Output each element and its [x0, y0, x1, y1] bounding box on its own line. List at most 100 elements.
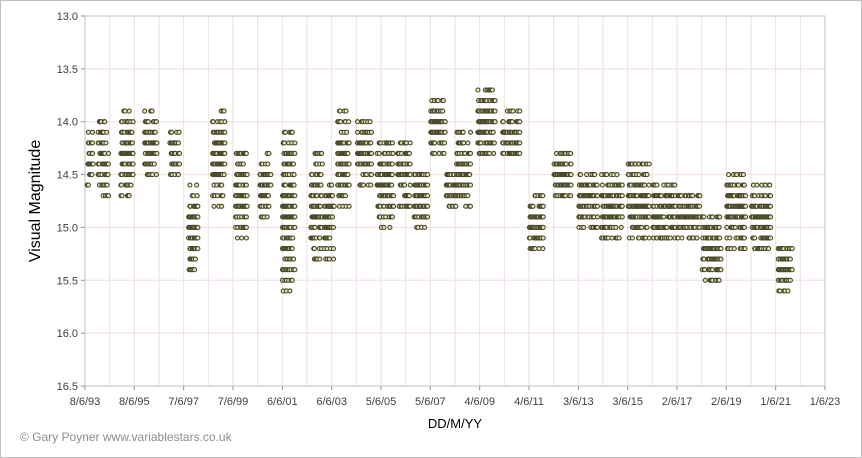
data-point — [195, 235, 201, 241]
data-point — [153, 119, 159, 125]
data-point — [532, 246, 538, 252]
data-point — [619, 203, 625, 209]
data-point — [740, 172, 746, 178]
data-point — [540, 224, 546, 230]
data-point — [105, 150, 112, 156]
data-point — [661, 214, 667, 220]
data-point — [126, 108, 132, 114]
data-point — [604, 172, 610, 178]
data-point — [768, 235, 774, 241]
data-point — [741, 224, 747, 230]
data-point — [435, 98, 441, 104]
data-point — [102, 119, 108, 125]
data-point — [220, 193, 226, 199]
data-point — [319, 161, 325, 167]
data-point — [319, 150, 325, 156]
data-point — [222, 161, 228, 167]
data-point — [500, 119, 506, 125]
data-point — [368, 172, 375, 178]
data-point — [690, 193, 696, 199]
data-point — [743, 214, 749, 220]
x-axis-title: DD/M/YY — [428, 416, 483, 431]
data-point — [581, 224, 587, 230]
x-tick-label: 5/6/07 — [415, 396, 446, 408]
data-point — [103, 140, 109, 146]
data-point — [243, 224, 249, 230]
data-point — [145, 119, 151, 125]
x-tick-label: 4/6/11 — [514, 396, 544, 408]
x-tick-label: 1/6/21 — [760, 396, 791, 408]
data-point — [389, 182, 395, 188]
data-point — [283, 129, 289, 135]
data-point — [318, 182, 324, 188]
data-point — [578, 172, 584, 178]
data-point — [345, 150, 351, 156]
data-point — [391, 193, 397, 199]
data-point — [467, 203, 474, 209]
data-point — [311, 246, 317, 252]
data-point — [752, 235, 758, 241]
data-point — [89, 140, 96, 146]
data-point — [743, 203, 749, 209]
data-point — [465, 193, 471, 199]
data-point — [530, 203, 536, 209]
data-point — [697, 193, 703, 199]
data-point — [467, 129, 474, 135]
data-point — [389, 214, 395, 220]
data-point — [329, 193, 336, 199]
data-point — [154, 140, 160, 146]
data-point — [222, 119, 228, 125]
data-point — [754, 182, 760, 188]
data-point — [619, 182, 625, 188]
data-point — [354, 129, 361, 135]
data-point — [289, 129, 295, 135]
x-tick-label: 6/6/03 — [316, 396, 347, 408]
data-point — [154, 150, 160, 156]
data-point — [619, 214, 625, 220]
data-point — [243, 235, 249, 241]
data-point — [767, 182, 773, 188]
data-point — [510, 108, 516, 114]
data-point — [389, 172, 395, 178]
data-point — [292, 150, 298, 156]
data-point — [406, 150, 412, 156]
data-point — [594, 214, 601, 220]
data-point — [368, 182, 374, 188]
data-point — [268, 172, 274, 178]
data-point — [105, 161, 112, 167]
data-point — [465, 140, 471, 146]
y-tick-label: 16.5 — [57, 381, 78, 393]
data-point — [654, 182, 660, 188]
data-point — [130, 172, 136, 178]
data-point — [568, 150, 574, 156]
data-point — [130, 161, 136, 167]
data-point — [387, 224, 393, 230]
data-point — [492, 108, 498, 114]
data-point — [727, 235, 733, 241]
data-point — [768, 224, 774, 230]
data-point — [195, 246, 201, 252]
data-point — [291, 182, 297, 188]
data-point — [390, 150, 396, 156]
data-point — [221, 108, 227, 114]
data-point — [646, 161, 652, 167]
data-point — [122, 108, 128, 114]
data-point — [540, 235, 546, 241]
data-point — [406, 193, 412, 199]
data-point — [672, 182, 678, 188]
y-tick-label: 13.5 — [57, 64, 78, 76]
data-point — [243, 214, 249, 220]
data-point — [517, 108, 523, 114]
x-tick-label: 6/6/01 — [267, 396, 298, 408]
data-point — [509, 119, 515, 125]
data-point — [292, 214, 298, 220]
data-point — [287, 288, 293, 294]
data-point — [568, 193, 574, 199]
data-point — [281, 140, 287, 146]
data-point — [642, 182, 648, 188]
data-point — [540, 203, 546, 209]
data-point — [614, 172, 620, 178]
x-tick-label: 1/6/23 — [810, 396, 841, 408]
data-point — [422, 224, 428, 230]
data-point — [391, 203, 397, 209]
